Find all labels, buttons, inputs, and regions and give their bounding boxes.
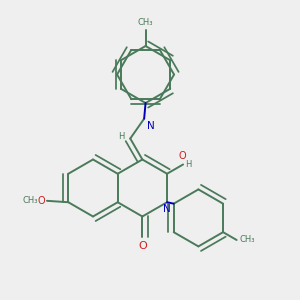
- Text: CH₃: CH₃: [239, 236, 255, 244]
- Text: H: H: [118, 132, 124, 141]
- Text: O: O: [178, 151, 186, 161]
- Text: CH₃: CH₃: [138, 19, 153, 28]
- Text: H: H: [185, 160, 191, 169]
- Text: O: O: [138, 241, 147, 251]
- Text: N: N: [147, 121, 155, 130]
- Text: CH₃: CH₃: [23, 196, 38, 205]
- Text: O: O: [38, 196, 45, 206]
- Text: N: N: [163, 204, 171, 214]
